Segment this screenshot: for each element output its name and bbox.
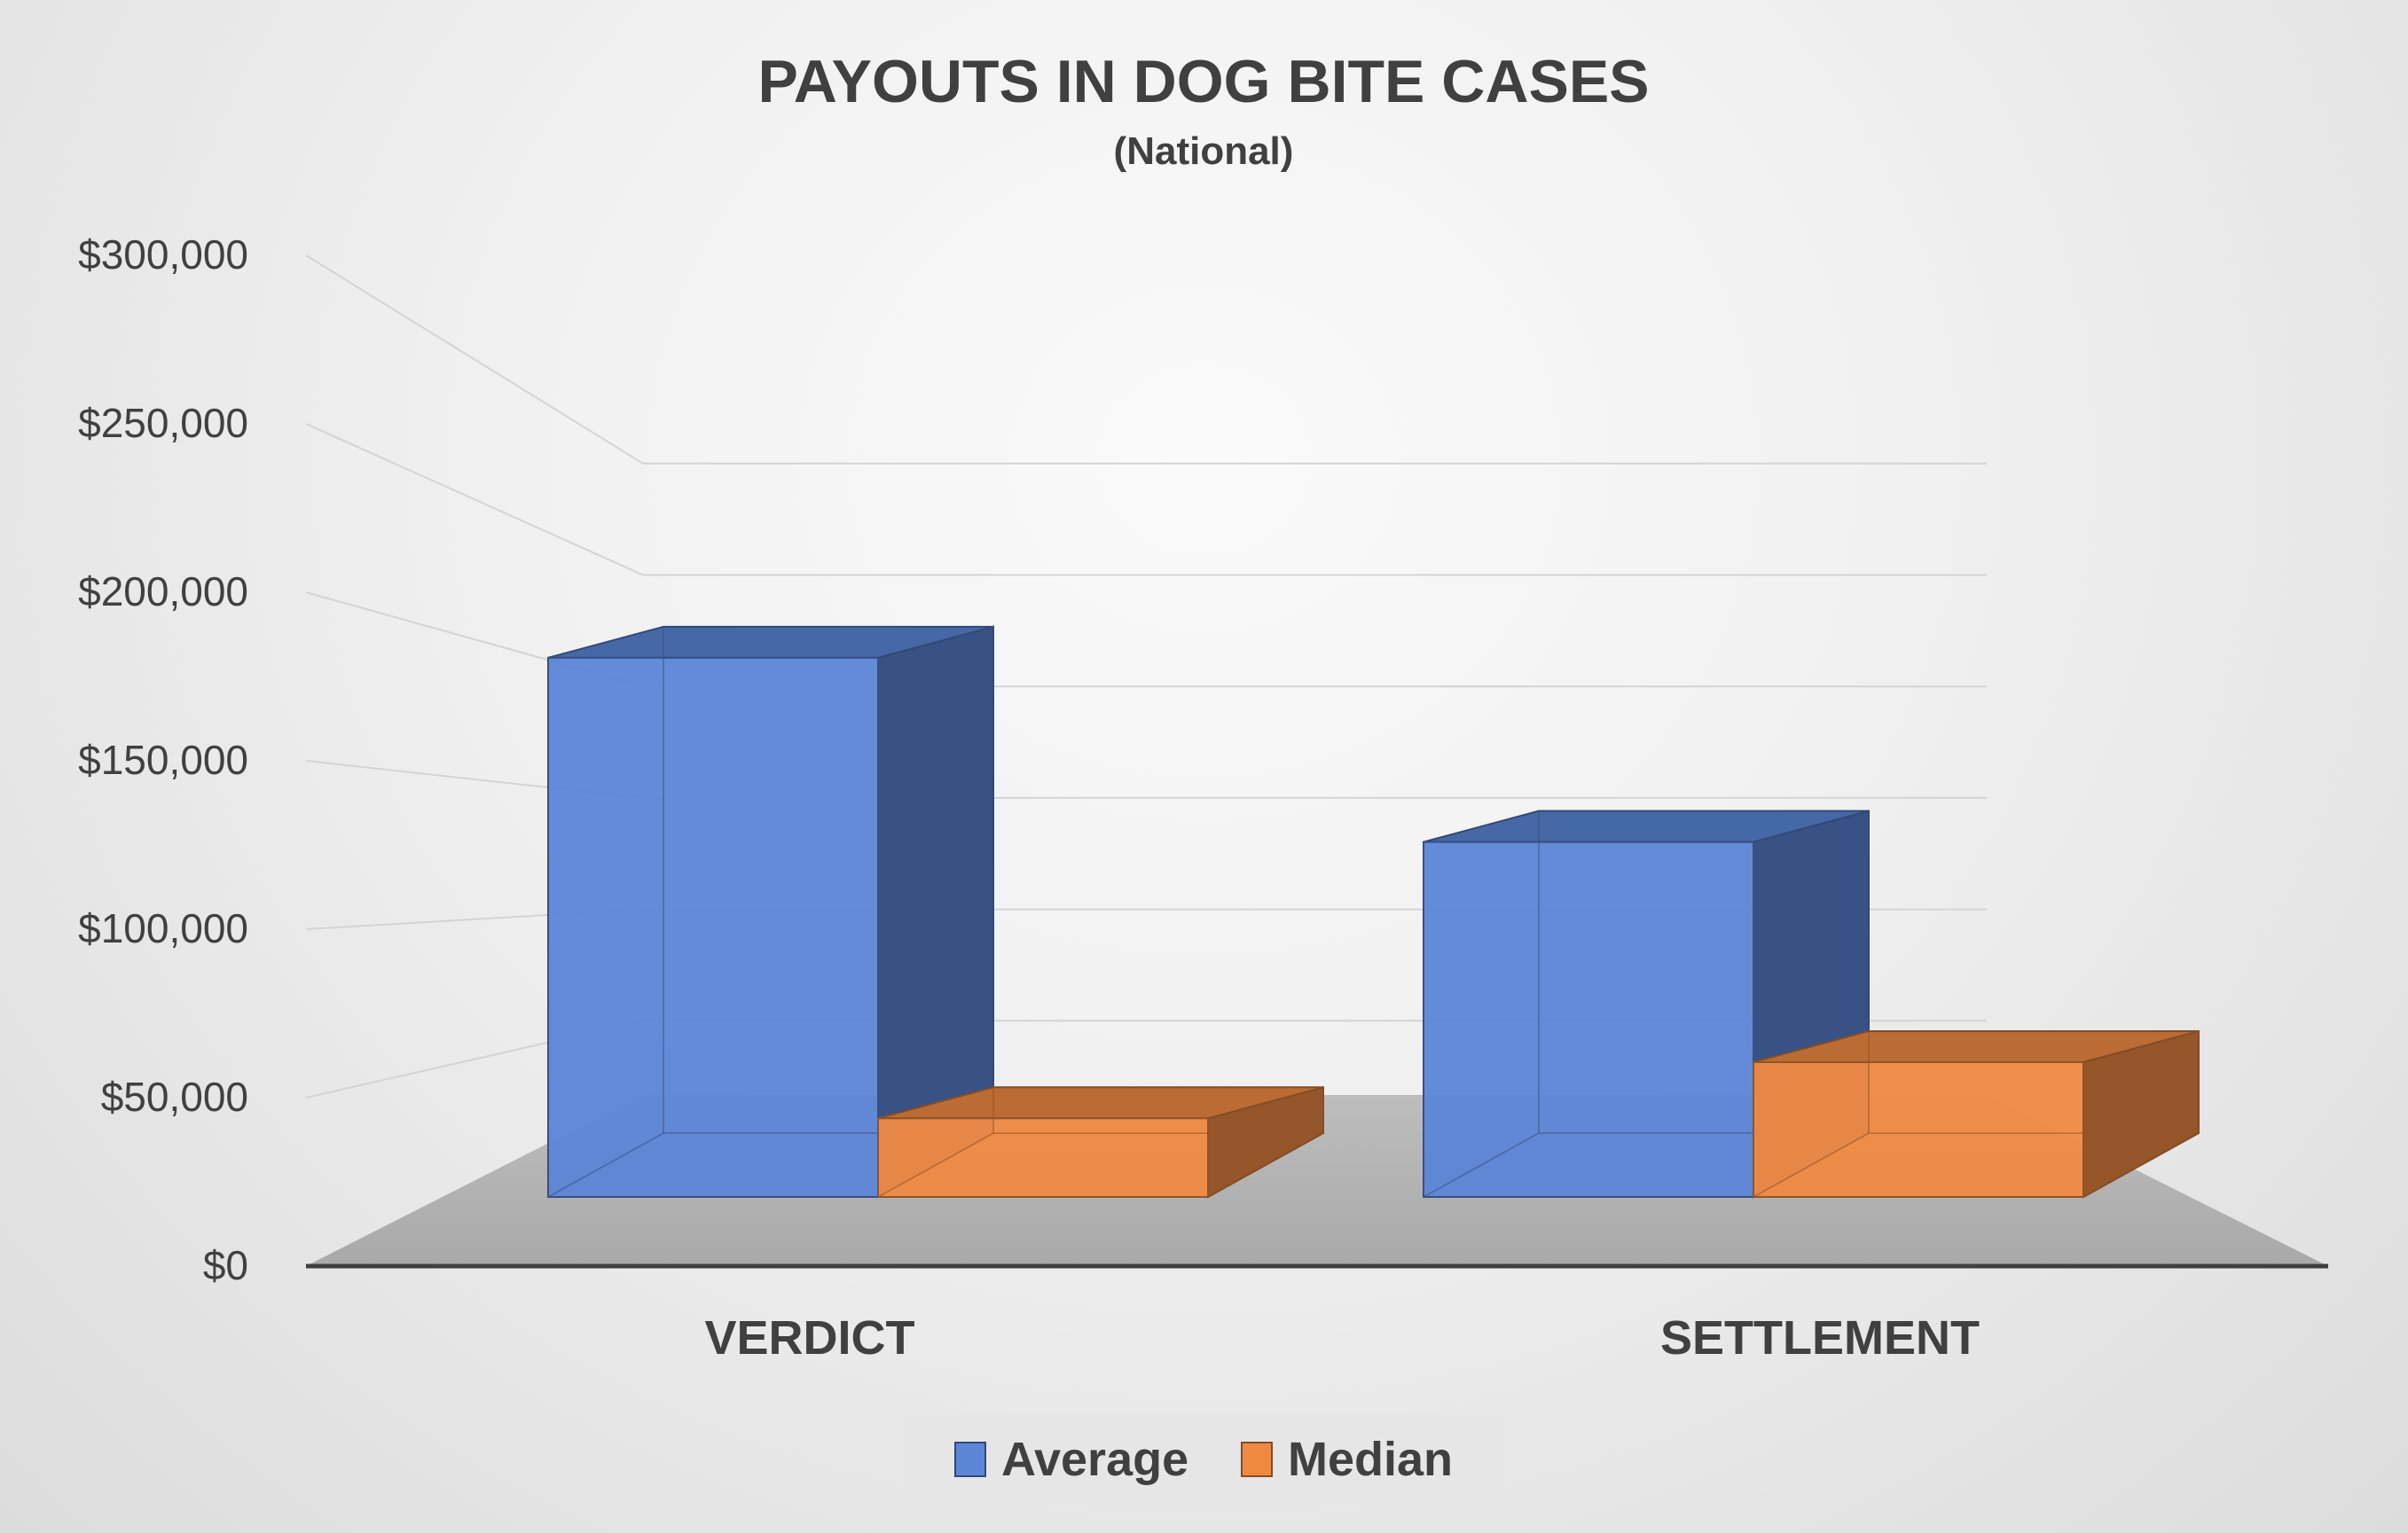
y-axis-ticks: $0 $50,000 $100,000 $150,000 $200,000 $250,00… [78, 231, 248, 1288]
y-tick-label: $250,000 [78, 400, 248, 446]
bar-front [877, 1117, 1209, 1199]
bar-group-verdict [547, 625, 1324, 1199]
legend-box [905, 1414, 1503, 1507]
y-tick-label: $150,000 [78, 737, 248, 783]
x-category-label: VERDICT [704, 1311, 914, 1365]
y-tick-label: $50,000 [101, 1074, 248, 1120]
bar-inner-edge [1423, 1132, 1540, 1198]
bar-median-verdict [877, 1086, 1324, 1199]
legend-swatch [1241, 1442, 1273, 1477]
bar-inner-edge [547, 1132, 664, 1198]
chart-title: PAYOUTS IN DOG BITE CASES [757, 48, 1649, 115]
x-axis-categories: VERDICT SETTLEMENT [704, 1311, 1980, 1365]
bar-front [547, 656, 879, 1198]
chart-subtitle: (National) [1114, 129, 1294, 173]
bars [547, 625, 2200, 1199]
legend-item-median: Median [1241, 1433, 1453, 1486]
bar-front [1423, 841, 1754, 1198]
y-tick-label: $100,000 [78, 905, 248, 951]
bar-average-verdict [547, 625, 994, 1199]
legend-label: Average [1001, 1433, 1188, 1486]
y-tick-label: $300,000 [78, 231, 248, 278]
gridline [305, 423, 1987, 576]
bar-median-settlement [1753, 1029, 2200, 1199]
bar-inner-edge [1753, 1132, 1870, 1198]
gridline [305, 254, 1987, 465]
legend-label: Median [1288, 1433, 1453, 1486]
bar-group-settlement [1423, 810, 2200, 1199]
legend: Average Median [905, 1414, 1503, 1507]
y-tick-label: $200,000 [78, 568, 248, 614]
bar-inner-edge [877, 1132, 994, 1198]
legend-swatch [954, 1442, 986, 1477]
bar-front [1753, 1060, 2084, 1198]
x-category-label: SETTLEMENT [1660, 1311, 1980, 1365]
legend-item-average: Average [954, 1433, 1188, 1486]
y-tick-label: $0 [203, 1242, 248, 1288]
